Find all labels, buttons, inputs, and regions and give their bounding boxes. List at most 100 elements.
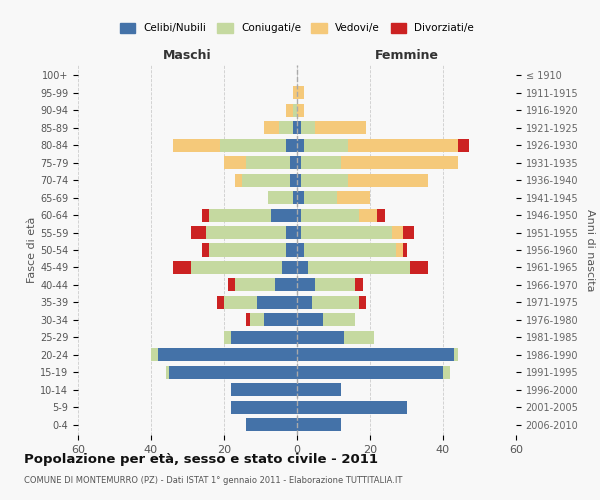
Bar [304,191,337,204]
Bar [264,122,279,134]
Bar [290,156,297,170]
Bar [235,174,242,186]
Bar [283,261,297,274]
Bar [217,296,224,309]
Bar [301,156,341,170]
Bar [301,174,348,186]
Bar [232,330,297,344]
Bar [286,104,293,117]
Bar [264,314,297,326]
Bar [297,330,344,344]
Bar [169,366,297,378]
Bar [286,226,297,239]
Bar [297,122,301,134]
Bar [224,296,257,309]
Bar [297,208,301,222]
Bar [341,156,458,170]
Bar [308,261,410,274]
Bar [297,400,407,413]
Bar [458,138,469,152]
Bar [191,261,283,274]
Bar [242,174,290,186]
Bar [206,226,286,239]
Bar [293,86,297,100]
Bar [275,278,297,291]
Bar [297,348,454,362]
Bar [348,138,458,152]
Y-axis label: Fasce di età: Fasce di età [27,217,37,283]
Y-axis label: Anni di nascita: Anni di nascita [585,209,595,291]
Bar [304,138,348,152]
Bar [286,138,297,152]
Bar [268,191,293,204]
Bar [246,314,250,326]
Bar [304,244,395,256]
Text: COMUNE DI MONTEMURRO (PZ) - Dati ISTAT 1° gennaio 2011 - Elaborazione TUTTITALIA: COMUNE DI MONTEMURRO (PZ) - Dati ISTAT 1… [24,476,403,485]
Bar [293,122,297,134]
Bar [151,348,158,362]
Bar [279,122,293,134]
Bar [224,156,246,170]
Bar [315,122,367,134]
Bar [348,174,428,186]
Bar [403,244,407,256]
Bar [191,226,206,239]
Bar [286,244,297,256]
Bar [297,191,304,204]
Bar [158,348,297,362]
Bar [232,400,297,413]
Bar [202,244,209,256]
Bar [166,366,169,378]
Bar [410,261,428,274]
Bar [297,244,304,256]
Bar [250,314,264,326]
Bar [297,278,315,291]
Bar [290,174,297,186]
Bar [301,208,359,222]
Bar [246,418,297,431]
Bar [297,156,301,170]
Text: Maschi: Maschi [163,48,212,62]
Bar [311,296,359,309]
Bar [232,383,297,396]
Bar [297,104,304,117]
Bar [297,418,341,431]
Bar [209,208,271,222]
Bar [246,156,290,170]
Bar [355,278,362,291]
Bar [293,191,297,204]
Text: Femmine: Femmine [374,48,439,62]
Bar [301,226,392,239]
Bar [297,86,304,100]
Bar [173,261,191,274]
Bar [257,296,297,309]
Bar [271,208,297,222]
Bar [173,138,220,152]
Bar [227,278,235,291]
Bar [297,383,341,396]
Bar [297,138,304,152]
Bar [297,366,443,378]
Bar [337,191,370,204]
Legend: Celibi/Nubili, Coniugati/e, Vedovi/e, Divorziati/e: Celibi/Nubili, Coniugati/e, Vedovi/e, Di… [116,18,478,38]
Bar [297,226,301,239]
Bar [224,330,232,344]
Bar [359,208,377,222]
Bar [392,226,403,239]
Bar [377,208,385,222]
Bar [220,138,286,152]
Bar [403,226,414,239]
Bar [297,261,308,274]
Bar [359,296,367,309]
Bar [209,244,286,256]
Bar [323,314,355,326]
Bar [344,330,374,344]
Bar [235,278,275,291]
Bar [297,296,311,309]
Bar [395,244,403,256]
Bar [293,104,297,117]
Bar [297,314,323,326]
Bar [297,174,301,186]
Bar [301,122,315,134]
Bar [443,366,450,378]
